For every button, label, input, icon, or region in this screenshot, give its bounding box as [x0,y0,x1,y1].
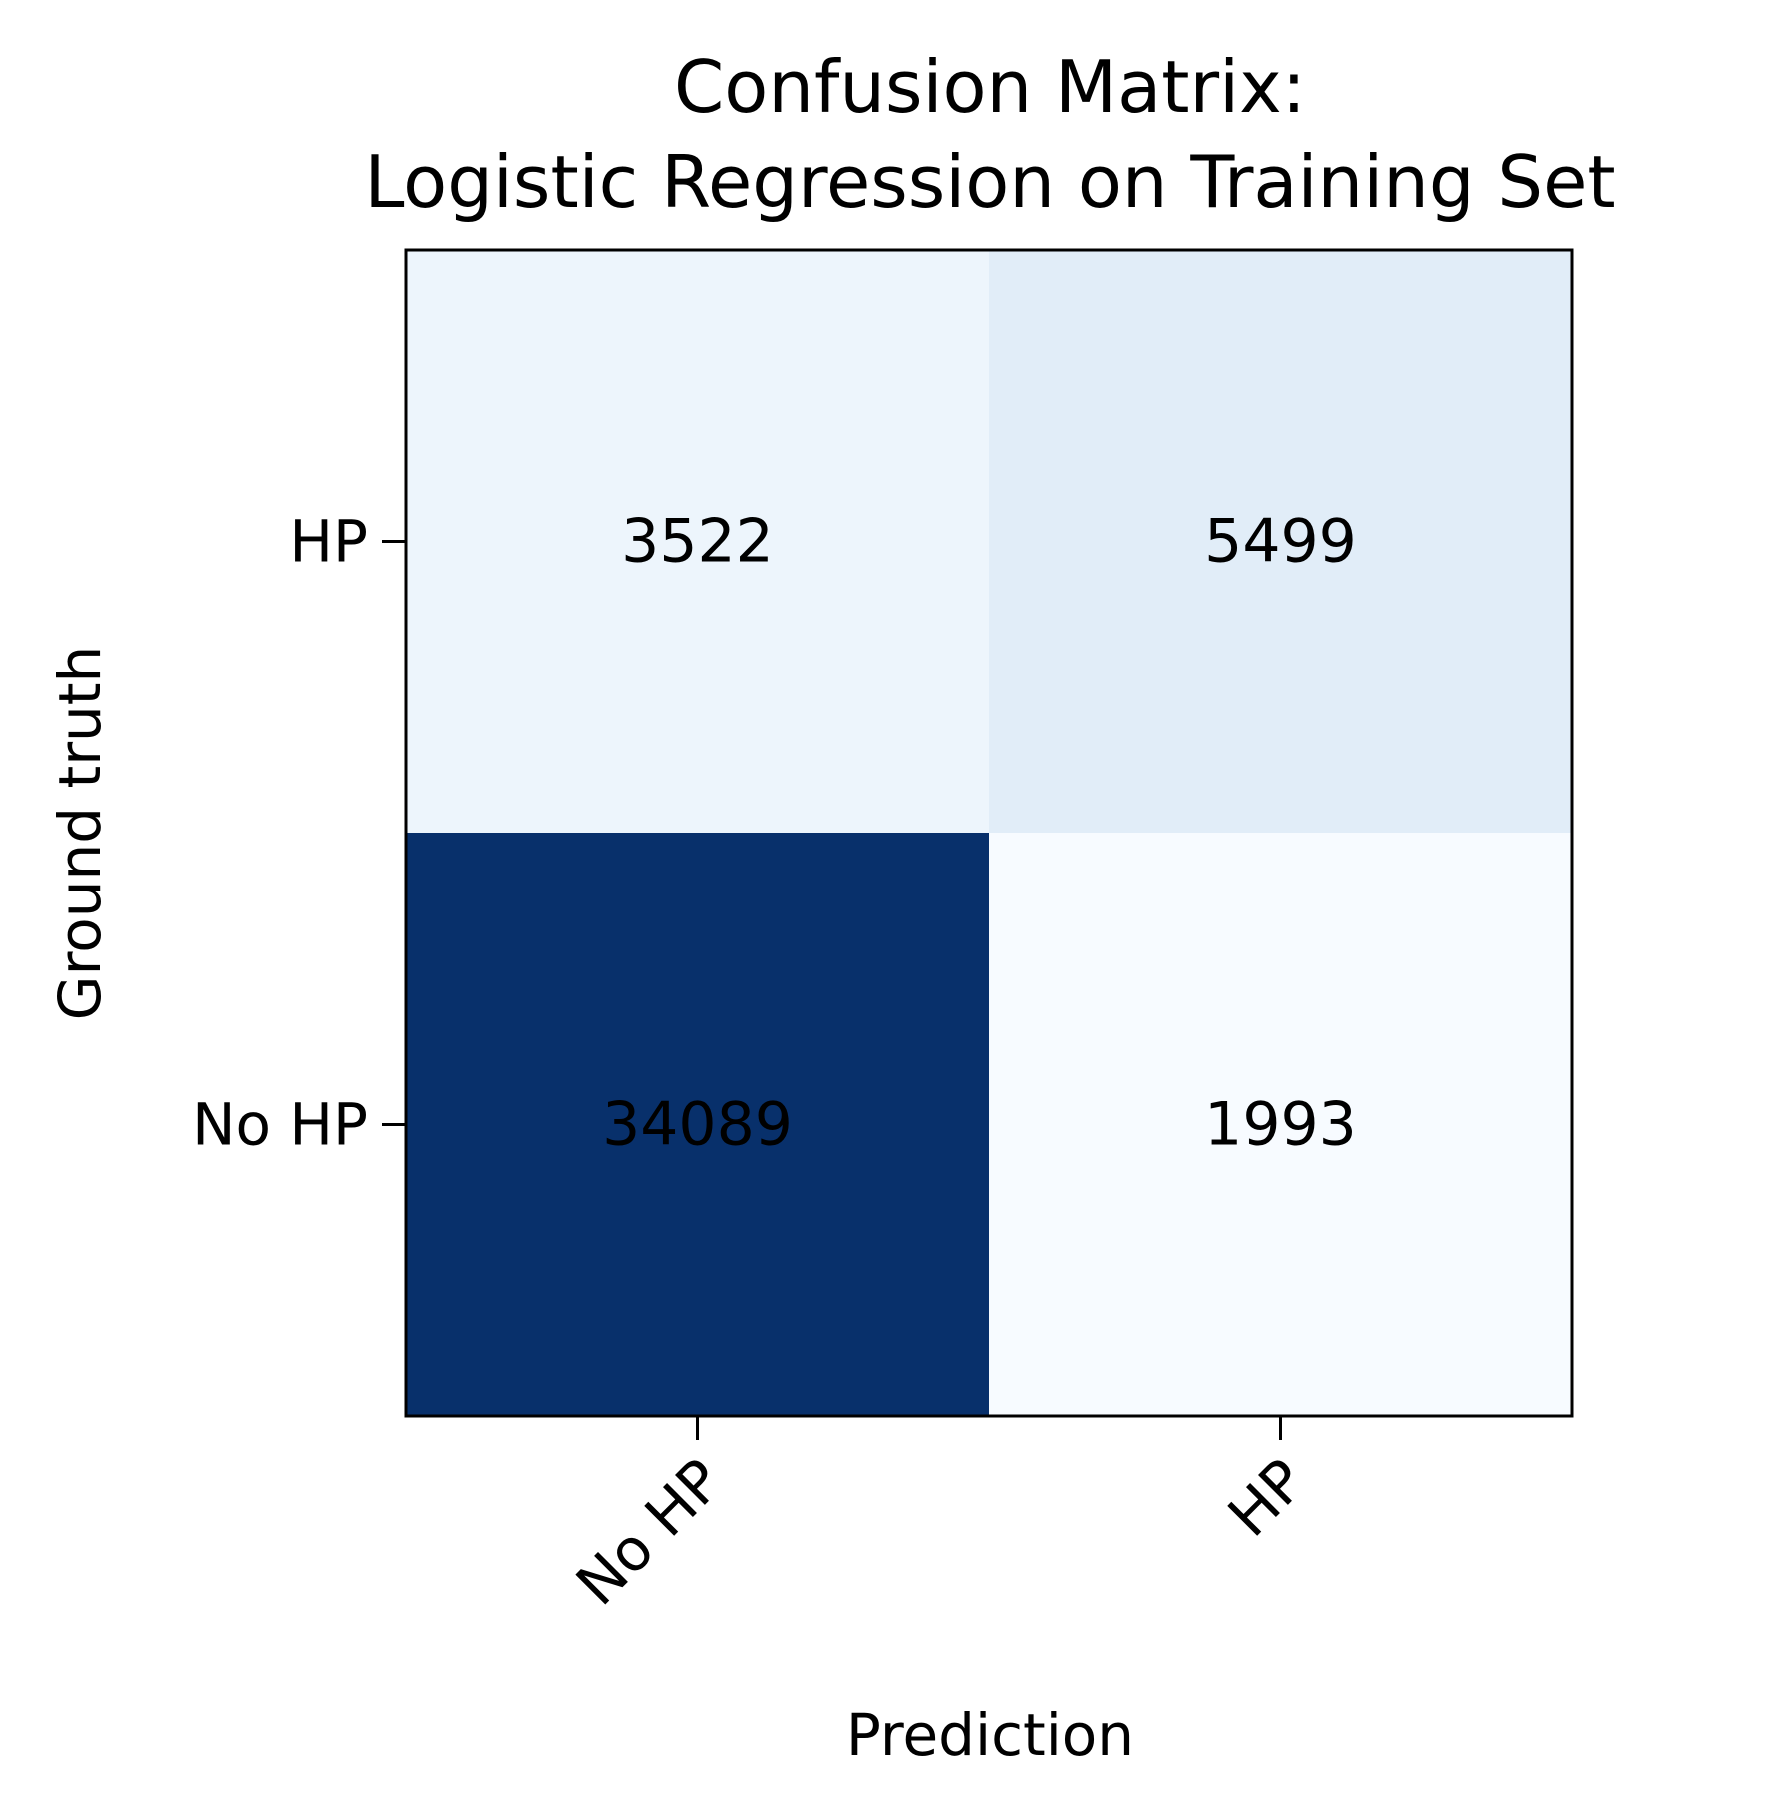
heatmap-cell [406,250,990,834]
cell-value-label: 5499 [1204,507,1357,577]
x-axis-ticks: No HP HP [563,1416,1319,1618]
heatmap-cell [989,250,1573,834]
y-axis-ticks: HP No HP [192,508,406,1159]
heatmap-cell [406,833,990,1417]
y-tick-label: No HP [192,1091,368,1159]
x-tick-label: No HP [563,1446,735,1618]
cell-value-label: 1993 [1204,1090,1357,1160]
cell-value-label: 3522 [621,507,774,577]
y-axis-label: Ground truth [46,646,114,1021]
x-tick-label: HP [1215,1446,1319,1550]
chart-title-line-1: Confusion Matrix: [674,45,1306,129]
cell-value-label: 34089 [602,1090,793,1160]
x-axis-label: Prediction [846,1701,1134,1769]
y-tick-label: HP [289,508,368,576]
heatmap-cells: 3522 5499 34089 1993 [406,250,1573,1417]
chart-title-line-2: Logistic Regression on Training Set [364,140,1615,224]
heatmap-cell [989,833,1573,1417]
plot-frame [404,248,1574,1418]
